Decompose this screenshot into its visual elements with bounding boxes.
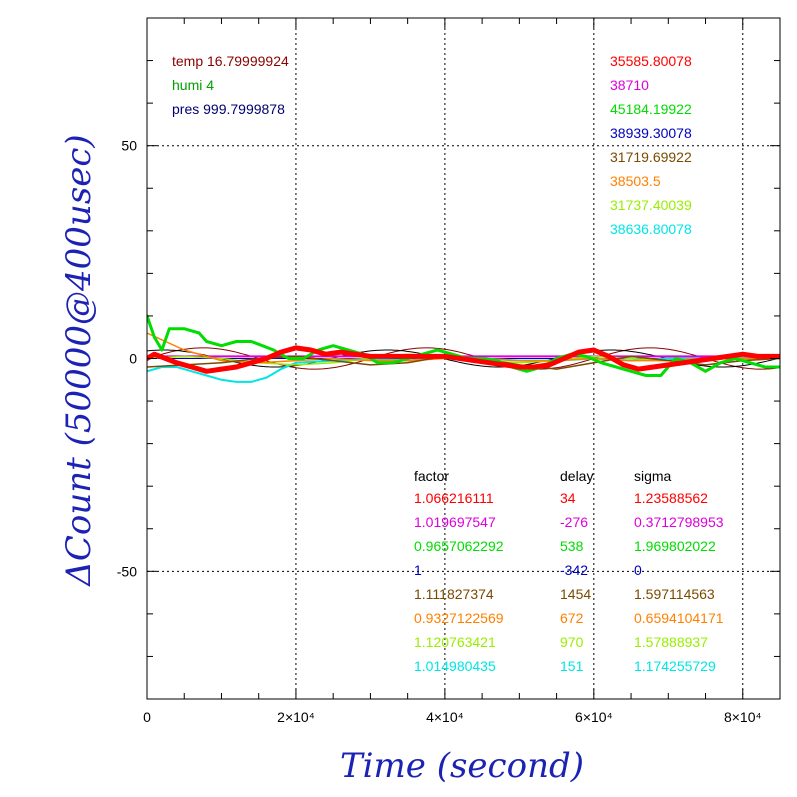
table-header-factor: factor: [414, 468, 449, 484]
series-group: [147, 314, 780, 383]
series-factor-1: 1.019697547: [414, 514, 496, 530]
series-sigma-2: 1.969802022: [634, 538, 716, 554]
x-axis-title: Time (second): [340, 746, 584, 786]
series-delay-6: 970: [560, 634, 584, 650]
x-tick-label-2: 4×10⁴: [426, 709, 464, 725]
series-factor-5: 0.9327122569: [414, 610, 504, 626]
series-factor-2: 0.9657062292: [414, 538, 504, 554]
series-delay-7: 151: [560, 658, 584, 674]
x-tick-label-3: 6×10⁴: [575, 709, 613, 725]
series-factor-4: 1.111827374: [414, 586, 494, 602]
series-mean-label-3: 38939.30078: [610, 125, 692, 141]
x-tick-label-4: 8×10⁴: [724, 709, 762, 725]
plot-area: [147, 314, 780, 383]
series-line-0: [147, 345, 780, 374]
series-factor-3: 1: [414, 562, 422, 578]
condition-label-0: temp 16.79999924: [172, 53, 289, 69]
series-mean-label-0: 35585.80078: [610, 53, 692, 69]
series-mean-label-1: 38710: [610, 77, 649, 93]
table-header-delay: delay: [560, 468, 593, 484]
series-delay-0: 34: [560, 490, 576, 506]
series-factor-0: 1.066216111: [414, 490, 494, 506]
x-tick-label-1: 2×10⁴: [277, 709, 315, 725]
y-tick-label-2: -50: [117, 563, 137, 579]
series-sigma-3: 0: [634, 562, 642, 578]
series-delay-4: 1454: [560, 586, 591, 602]
series-sigma-6: 1.57888937: [634, 634, 708, 650]
series-delay-2: 538: [560, 538, 584, 554]
y-tick-label-1: 0: [129, 351, 137, 367]
axis-ticks: 0 2×10⁴ 4×10⁴ 6×10⁴ 8×10⁴ 50 0 -50: [117, 18, 780, 725]
series-delay-3: -342: [560, 562, 588, 578]
series-mean-label-2: 45184.19922: [610, 101, 692, 117]
x-tick-label-0: 0: [143, 709, 151, 725]
table-header-sigma: sigma: [634, 468, 672, 484]
condition-label-1: humi 4: [172, 77, 214, 93]
series-factor-7: 1.014980435: [414, 658, 496, 674]
y-axis-title: ΔCount (50000@400usec): [59, 134, 99, 587]
series-sigma-4: 1.597114563: [634, 586, 715, 602]
series-sigma-7: 1.174255729: [634, 658, 716, 674]
series-mean-label-4: 31719.69922: [610, 149, 692, 165]
series-factor-6: 1.120763421: [414, 634, 496, 650]
condition-label-2: pres 999.7999878: [172, 101, 285, 117]
series-mean-label-6: 31737.40039: [610, 197, 692, 213]
info-annotations: temp 16.79999924 humi 4 pres 999.7999878 35…: [172, 53, 724, 674]
y-tick-label-0: 50: [121, 138, 137, 154]
series-sigma-1: 0.3712798953: [634, 514, 724, 530]
series-mean-label-7: 38636.80078: [610, 221, 692, 237]
series-delay-5: 672: [560, 610, 584, 626]
series-sigma-5: 0.6594104171: [634, 610, 724, 626]
series-mean-label-5: 38503.5: [610, 173, 661, 189]
series-delay-1: -276: [560, 514, 588, 530]
series-sigma-0: 1.23588562: [634, 490, 708, 506]
